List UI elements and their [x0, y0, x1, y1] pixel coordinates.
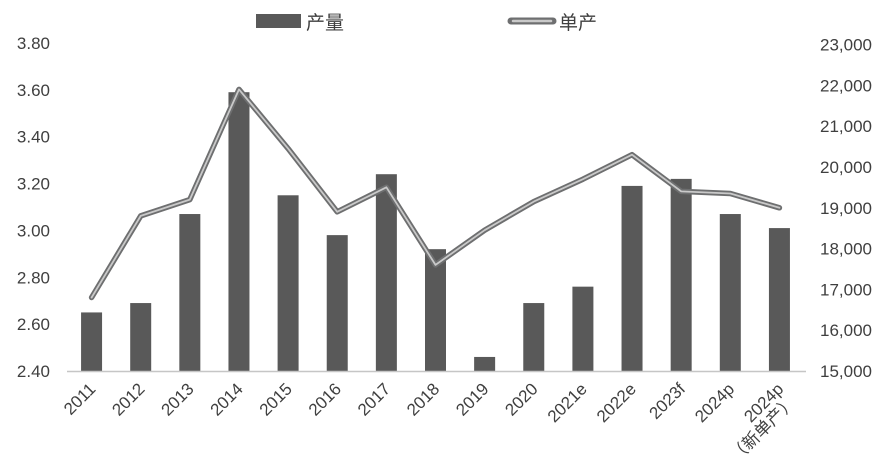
left-axis-tick: 2.40 — [17, 362, 50, 381]
right-axis-tick: 17,000 — [820, 280, 872, 299]
bar-2022e — [621, 185, 643, 371]
x-tick-label: 2012 — [108, 379, 148, 419]
bar-2019 — [474, 356, 496, 371]
x-tick-label: 2015 — [256, 379, 296, 419]
bar-2017 — [375, 174, 397, 371]
legend-item-production: 产量 — [256, 12, 344, 34]
right-axis-tick: 23,000 — [820, 36, 872, 55]
bar-2011 — [81, 312, 103, 371]
bar-2024p — [768, 228, 790, 371]
x-tick-label: 2016 — [305, 379, 345, 419]
x-tick-label: 2018 — [403, 379, 443, 419]
x-tick-label: 2020 — [501, 379, 541, 419]
right-axis-tick: 16,000 — [820, 321, 872, 340]
legend-label-production: 产量 — [306, 12, 344, 34]
x-tick-label: 2011 — [60, 379, 99, 418]
bar-2014 — [228, 92, 250, 371]
left-axis-labels: 3.80 3.60 3.40 3.20 3.00 2.80 2.60 2.40 — [17, 34, 50, 381]
right-axis-tick: 21,000 — [820, 117, 872, 136]
legend-label-yield: 单产 — [559, 12, 597, 34]
bar-2015 — [277, 195, 299, 371]
right-axis-labels: 23,000 22,000 21,000 20,000 19,000 18,000 17,0… — [820, 36, 872, 382]
bar-2021e — [572, 286, 594, 371]
x-tick-label: 2019 — [452, 379, 492, 419]
left-axis-tick: 3.40 — [17, 128, 50, 147]
bar-series-swatch-icon — [256, 14, 301, 28]
right-axis-tick: 22,000 — [820, 76, 872, 95]
right-axis-tick: 19,000 — [820, 199, 872, 218]
bar-2013 — [179, 214, 201, 371]
right-axis-tick: 18,000 — [820, 240, 872, 259]
right-axis-tick: 20,000 — [820, 158, 872, 177]
legend-item-yield: 单产 — [507, 12, 597, 34]
x-tick-label: 2022e — [593, 379, 640, 426]
bar-2012 — [130, 303, 152, 371]
x-axis-labels: 2011 2012 2013 2014 2015 2016 2017 2018 2019 2020… — [60, 379, 800, 465]
bar-2018 — [425, 249, 446, 371]
left-axis-tick: 3.00 — [17, 221, 50, 240]
x-tick-label: 2013 — [157, 379, 197, 419]
left-axis-tick: 2.60 — [17, 315, 50, 334]
right-axis-tick: 15,000 — [820, 362, 872, 381]
left-axis-tick: 3.20 — [17, 175, 50, 194]
legend: 产量 单产 — [256, 12, 597, 34]
left-axis-tick: 3.60 — [17, 81, 50, 100]
bar-2024p — [719, 214, 741, 371]
yield-line-core — [90, 88, 781, 299]
x-tick-label: 2021e — [544, 379, 591, 426]
left-axis-tick: 3.80 — [17, 34, 50, 53]
left-axis-tick: 2.80 — [17, 268, 50, 287]
production-bars — [81, 92, 790, 371]
bar-2020 — [523, 303, 545, 371]
x-tick-label: 2024p — [691, 379, 738, 426]
x-tick-label: 2014 — [207, 379, 247, 419]
x-tick-label: 2017 — [354, 379, 394, 419]
bar-2016 — [326, 235, 348, 371]
bar-2023f — [670, 178, 692, 371]
yield-line — [88, 86, 783, 301]
x-tick-label: 2023f — [645, 379, 689, 423]
